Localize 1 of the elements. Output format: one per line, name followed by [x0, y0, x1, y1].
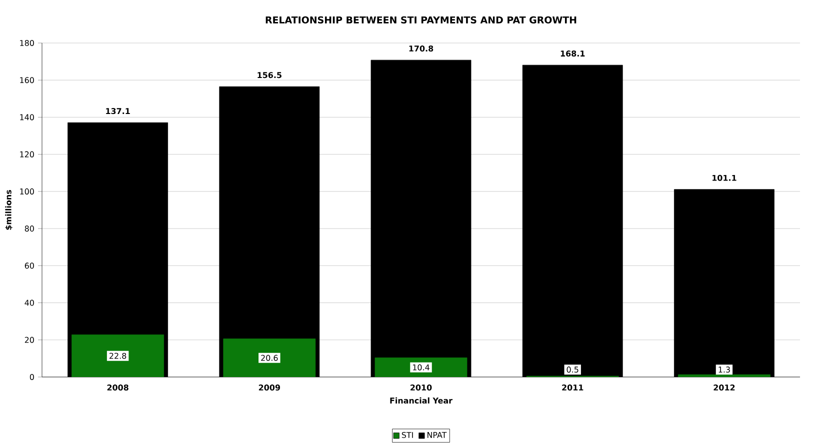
chart-title: RELATIONSHIP BETWEEN STI PAYMENTS AND PAT GROWTH	[266, 16, 576, 24]
